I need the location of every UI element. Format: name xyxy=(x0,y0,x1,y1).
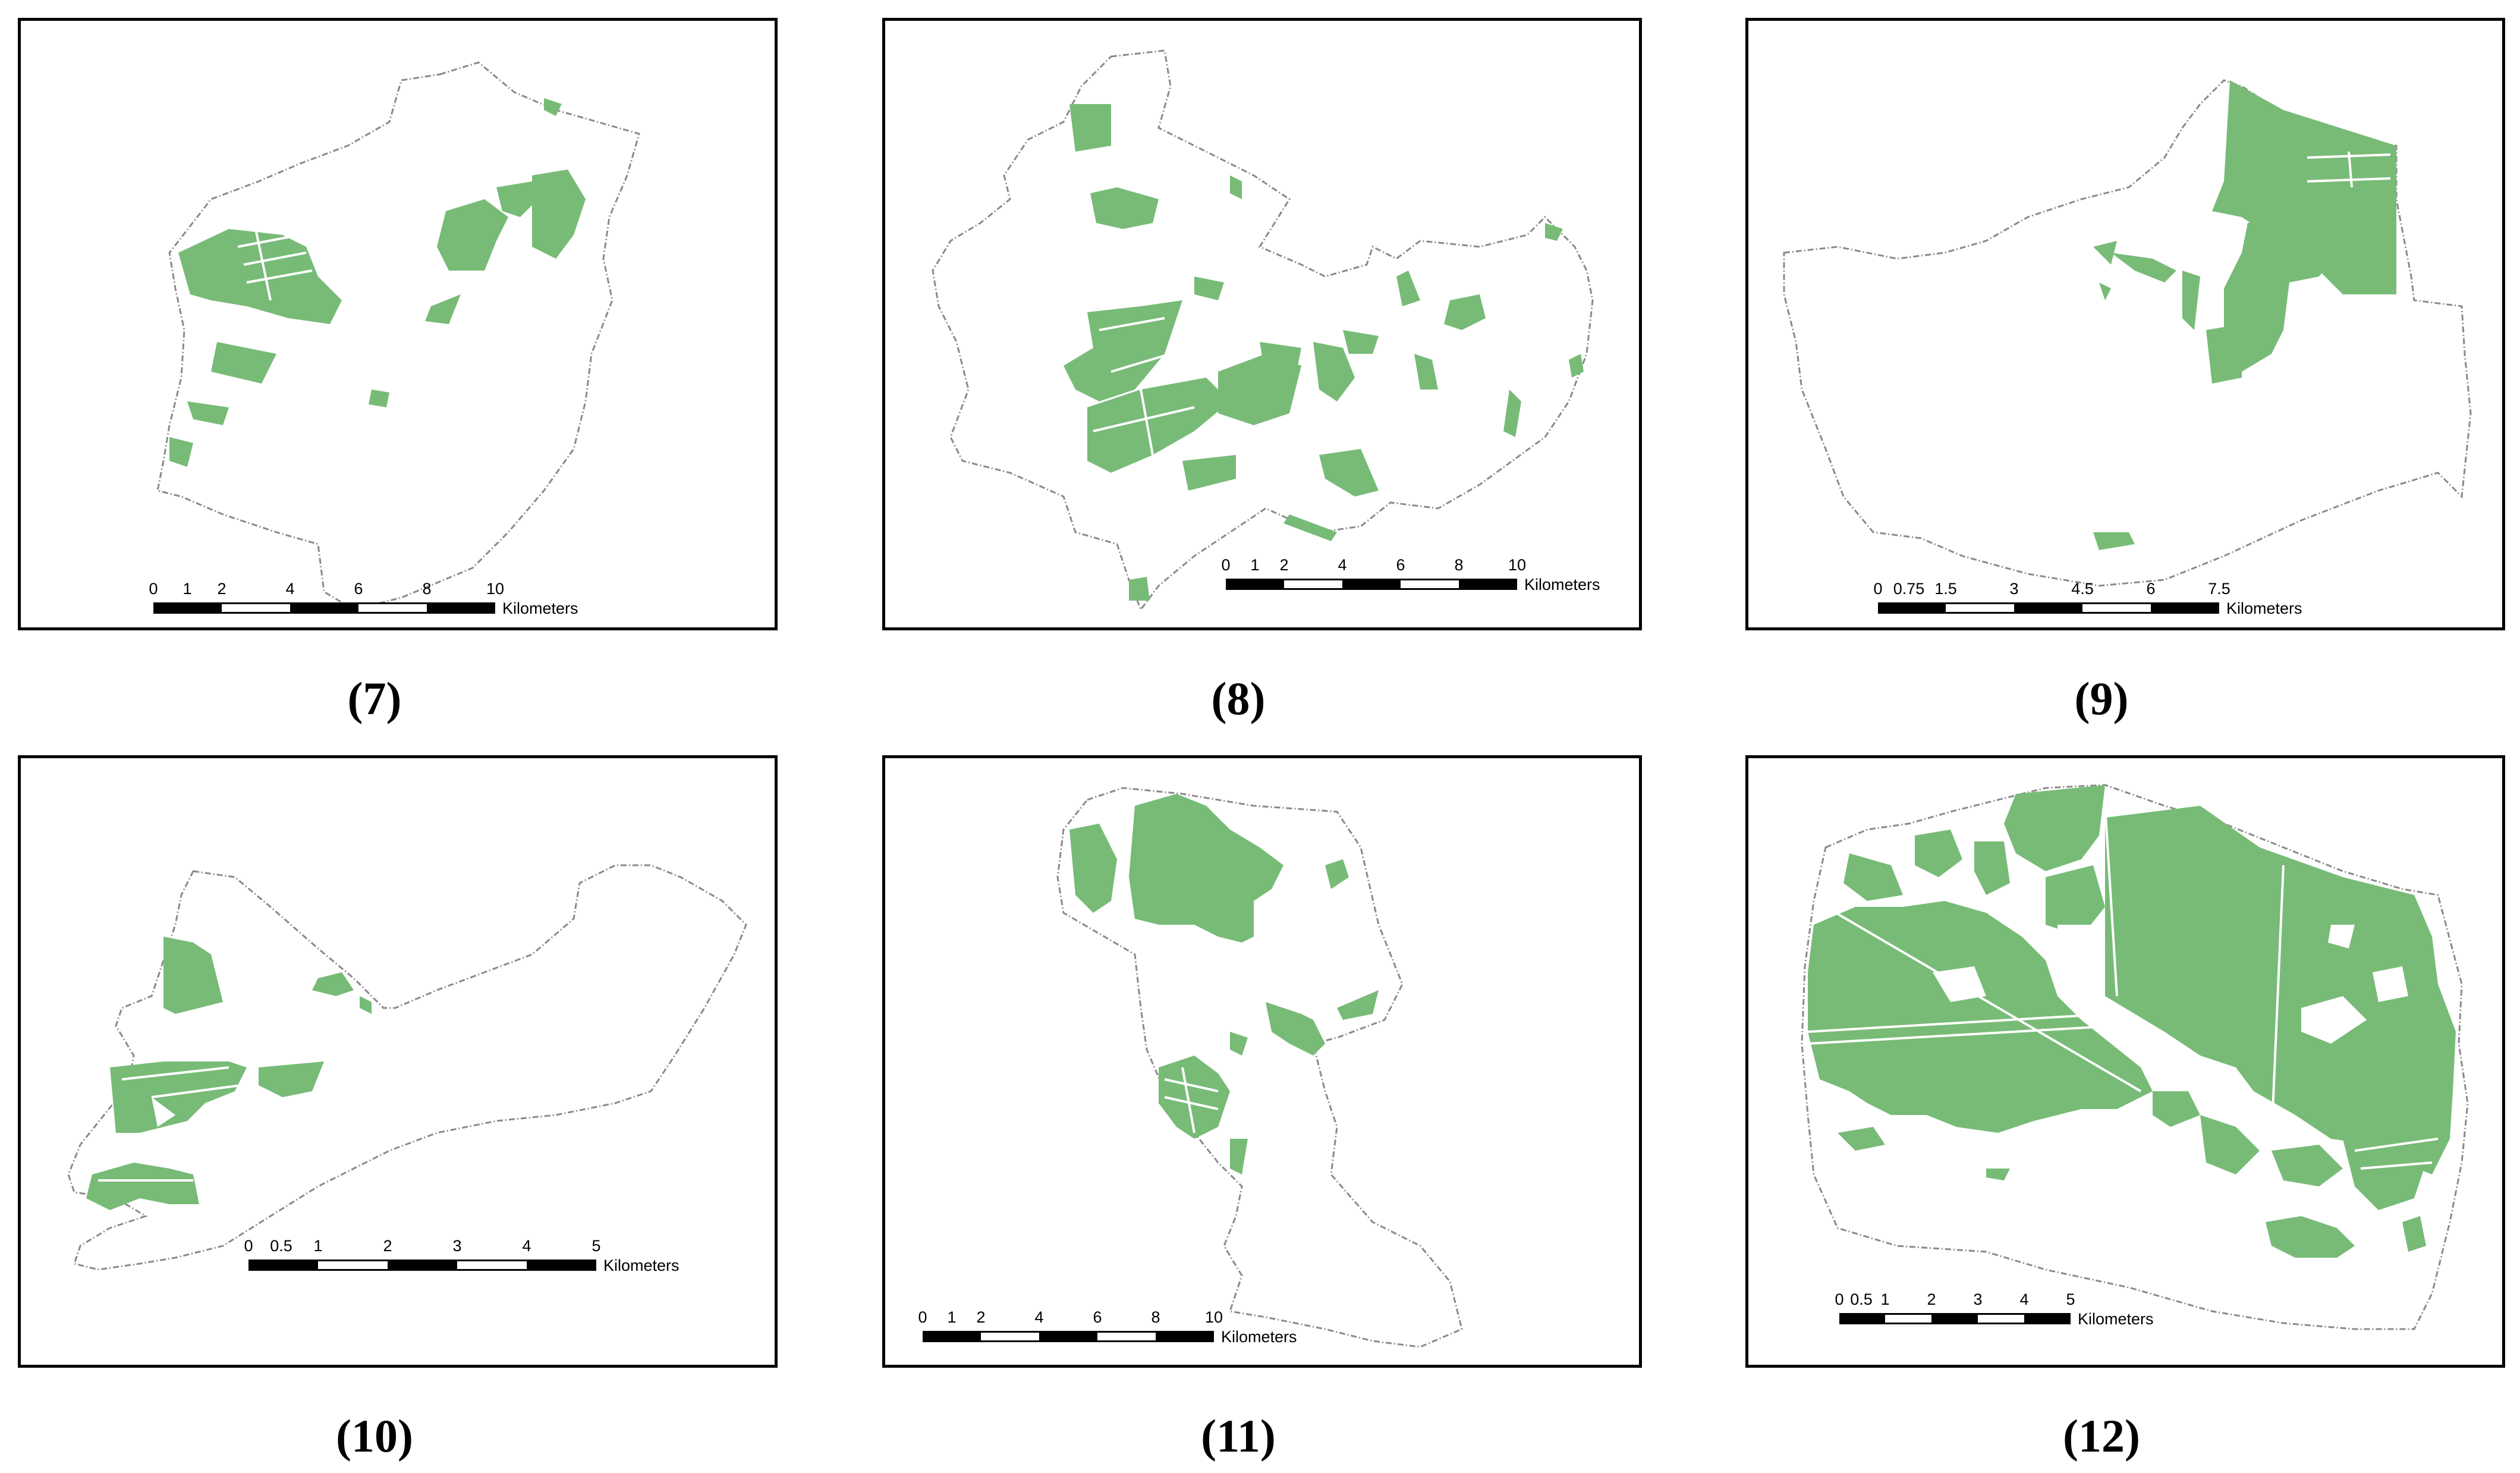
scale-unit: Kilometers xyxy=(1221,1328,1297,1346)
forest-patches xyxy=(2093,80,2396,550)
parcel-lines xyxy=(237,228,313,301)
scale-tick-6: 7.5 xyxy=(2208,580,2230,598)
scale-tick-2: 1 xyxy=(313,1237,323,1255)
parcel-lines xyxy=(98,1066,241,1182)
scale-tick-5: 6 xyxy=(2146,580,2156,598)
scale-tick-4: 6 xyxy=(354,580,363,598)
scale-bar: 0 1 2 4 6 8 10 Kilometers xyxy=(149,580,687,627)
scale-tick-2: 2 xyxy=(217,580,226,598)
scale-tick-1: 0.5 xyxy=(270,1237,292,1255)
parcel-lines xyxy=(1807,805,2439,1170)
non-forest-gaps xyxy=(1933,925,2408,1044)
scale-tick-3: 3 xyxy=(2009,580,2019,598)
parcel-lines xyxy=(2307,151,2391,188)
scale-tick-0: 0 xyxy=(244,1237,253,1255)
scale-tick-2: 1 xyxy=(1880,1290,1890,1308)
scale-tick-2: 1.5 xyxy=(1934,580,1957,598)
scale-tick-4: 4.5 xyxy=(2071,580,2094,598)
scale-bar: 0 0.75 1.5 3 4.5 6 7.5 Kilometers xyxy=(1873,580,2387,627)
scale-tick-2: 2 xyxy=(1279,556,1289,574)
scale-tick-5: 8 xyxy=(1454,556,1464,574)
scale-tick-6: 5 xyxy=(2066,1290,2075,1308)
scale-bar: 0 1 2 4 6 8 10 Kilometers xyxy=(1221,556,1628,615)
map-panel-11: 0 1 2 4 6 8 10 Kilometers xyxy=(882,755,1642,1368)
scale-tick-3: 4 xyxy=(1338,556,1347,574)
map-10 xyxy=(67,864,747,1271)
scale-tick-6: 10 xyxy=(1508,556,1527,574)
scale-tick-5: 4 xyxy=(522,1237,531,1255)
map-12 xyxy=(1801,784,2469,1330)
map-panel-8: 0 1 2 4 6 8 10 Kilometers xyxy=(882,18,1642,630)
scale-tick-2: 2 xyxy=(976,1308,986,1326)
scale-tick-0: 0 xyxy=(1873,580,1883,598)
scale-unit: Kilometers xyxy=(1524,576,1600,593)
scale-tick-1: 1 xyxy=(183,580,192,598)
map-11 xyxy=(1056,787,1463,1348)
scale-tick-0: 0 xyxy=(1221,556,1231,574)
scale-unit: Kilometers xyxy=(2226,599,2302,617)
scale-unit: Kilometers xyxy=(502,599,578,617)
scale-tick-3: 4 xyxy=(285,580,295,598)
scale-tick-0: 0 xyxy=(149,580,158,598)
forest-patches xyxy=(1064,104,1584,601)
scale-bar: 0 0.5 1 2 3 4 5 Kilometers xyxy=(1835,1290,2349,1350)
scale-tick-5: 8 xyxy=(422,580,432,598)
caption-12: (12) xyxy=(2063,1410,2140,1462)
scale-tick-5: 8 xyxy=(1151,1308,1160,1326)
district-boundary xyxy=(67,864,747,1271)
map-9 xyxy=(1783,79,2472,587)
district-boundary xyxy=(156,61,640,611)
parcel-lines xyxy=(1093,317,1195,456)
scale-tick-4: 6 xyxy=(1093,1308,1102,1326)
caption-7: (7) xyxy=(347,673,402,724)
scale-bar: 0 0.5 1 2 3 4 5 Kilometers xyxy=(244,1237,758,1296)
scale-unit: Kilometers xyxy=(603,1257,679,1274)
map-panel-12: 0 0.5 1 2 3 4 5 Kilometers xyxy=(1745,755,2505,1368)
scale-tick-1: 1 xyxy=(947,1308,957,1326)
scale-tick-1: 0.75 xyxy=(1893,580,1925,598)
caption-10: (10) xyxy=(336,1410,413,1462)
map-7 xyxy=(156,61,640,611)
scale-tick-1: 0.5 xyxy=(1850,1290,1873,1308)
forest-patches xyxy=(1069,794,1379,1174)
scale-unit: Kilometers xyxy=(2078,1310,2154,1328)
map-panel-10: 0 0.5 1 2 3 4 5 Kilometers xyxy=(18,755,778,1368)
scale-tick-3: 4 xyxy=(1034,1308,1044,1326)
district-boundary xyxy=(932,49,1594,612)
map-panel-7: 0 1 2 4 6 8 10 Kilometers xyxy=(18,18,778,630)
parcel-lines xyxy=(1164,1067,1219,1133)
scale-tick-3: 2 xyxy=(383,1237,392,1255)
caption-11: (11) xyxy=(1201,1410,1276,1462)
scale-tick-4: 6 xyxy=(1396,556,1405,574)
caption-9: (9) xyxy=(2074,673,2129,724)
scale-tick-0: 0 xyxy=(1835,1290,1844,1308)
scale-tick-6: 5 xyxy=(592,1237,601,1255)
map-8 xyxy=(932,49,1594,612)
scale-tick-4: 3 xyxy=(452,1237,462,1255)
caption-8: (8) xyxy=(1211,673,1266,724)
forest-patches xyxy=(86,937,372,1210)
scale-tick-4: 3 xyxy=(1973,1290,1983,1308)
district-boundary xyxy=(1056,787,1463,1348)
scale-tick-0: 0 xyxy=(918,1308,927,1326)
scale-tick-1: 1 xyxy=(1250,556,1260,574)
scale-bar: 0 1 2 4 6 8 10 Kilometers xyxy=(918,1308,1456,1365)
scale-tick-3: 2 xyxy=(1927,1290,1936,1308)
scale-tick-5: 4 xyxy=(2019,1290,2029,1308)
scale-tick-6: 10 xyxy=(486,580,505,598)
map-panel-9: 0 0.75 1.5 3 4.5 6 7.5 Kilometers xyxy=(1745,18,2505,630)
scale-tick-6: 10 xyxy=(1204,1308,1223,1326)
forest-patches xyxy=(1808,785,2456,1258)
